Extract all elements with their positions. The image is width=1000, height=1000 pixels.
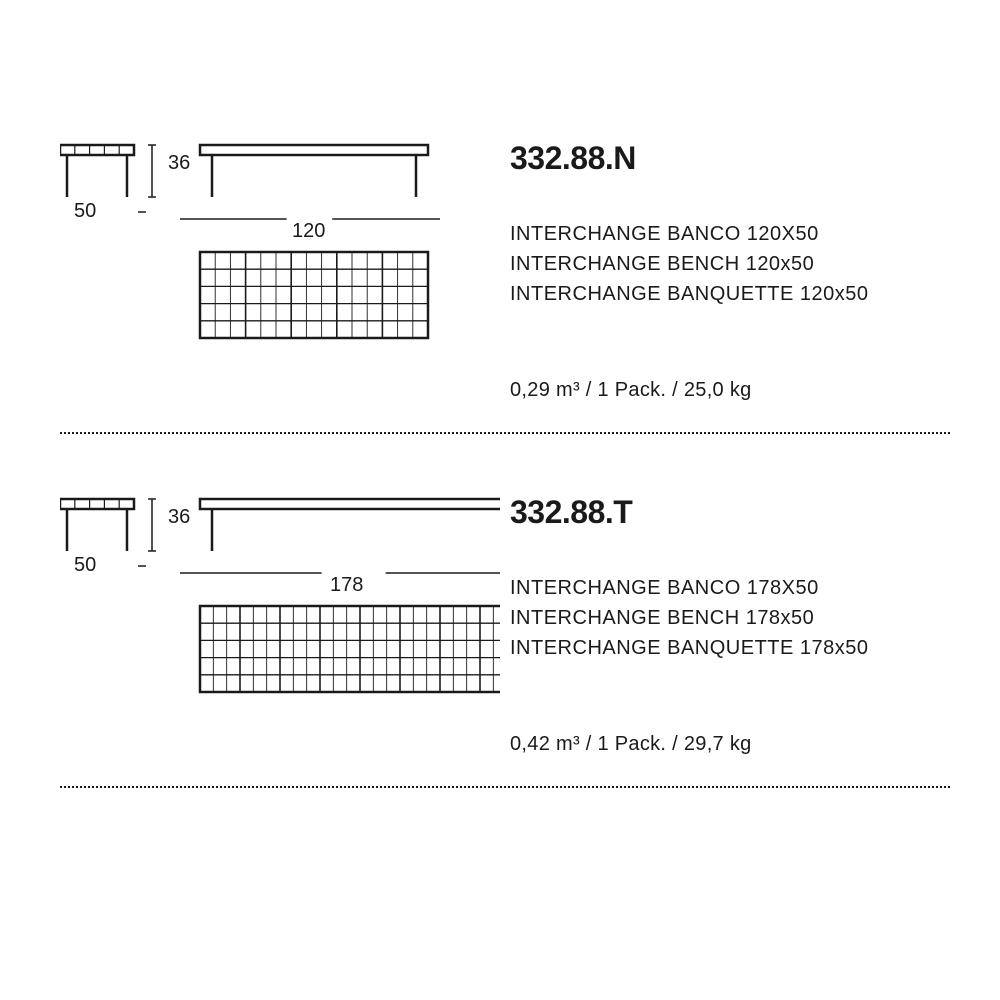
text-column: 332.88.T INTERCHANGE BANCO 178X50 INTERC…	[500, 494, 950, 756]
dim-height: 36	[168, 152, 190, 175]
product-row: 36 50 178 332.88.T INTERCHANGE BANCO 178…	[60, 494, 950, 756]
name-line: INTERCHANGE BANCO 120X50	[510, 219, 950, 249]
technical-drawing	[60, 494, 500, 724]
product-specs: 0,42 m³ / 1 Pack. / 29,7 kg	[510, 733, 950, 756]
spec-sheet: 36 50 120 332.88.N INTERCHANGE BANCO 120…	[60, 140, 950, 848]
dim-depth: 50	[74, 554, 96, 577]
name-line: INTERCHANGE BENCH 120x50	[510, 249, 950, 279]
name-line: INTERCHANGE BENCH 178x50	[510, 603, 950, 633]
name-line: INTERCHANGE BANQUETTE 178x50	[510, 633, 950, 663]
diagram-column: 36 50 120	[60, 140, 500, 402]
diagram-column: 36 50 178	[60, 494, 500, 756]
technical-drawing	[60, 140, 500, 370]
divider	[60, 786, 950, 788]
dim-depth: 50	[74, 200, 96, 223]
product-names: INTERCHANGE BANCO 178X50 INTERCHANGE BEN…	[510, 573, 950, 663]
text-column: 332.88.N INTERCHANGE BANCO 120X50 INTERC…	[500, 140, 950, 402]
name-line: INTERCHANGE BANQUETTE 120x50	[510, 279, 950, 309]
divider	[60, 432, 950, 434]
dim-width: 120	[292, 220, 325, 243]
dim-width: 178	[330, 574, 363, 597]
dim-height: 36	[168, 506, 190, 529]
name-line: INTERCHANGE BANCO 178X50	[510, 573, 950, 603]
product-row: 36 50 120 332.88.N INTERCHANGE BANCO 120…	[60, 140, 950, 402]
product-names: INTERCHANGE BANCO 120X50 INTERCHANGE BEN…	[510, 219, 950, 309]
product-specs: 0,29 m³ / 1 Pack. / 25,0 kg	[510, 379, 950, 402]
product-code: 332.88.N	[510, 140, 950, 177]
product-code: 332.88.T	[510, 494, 950, 531]
